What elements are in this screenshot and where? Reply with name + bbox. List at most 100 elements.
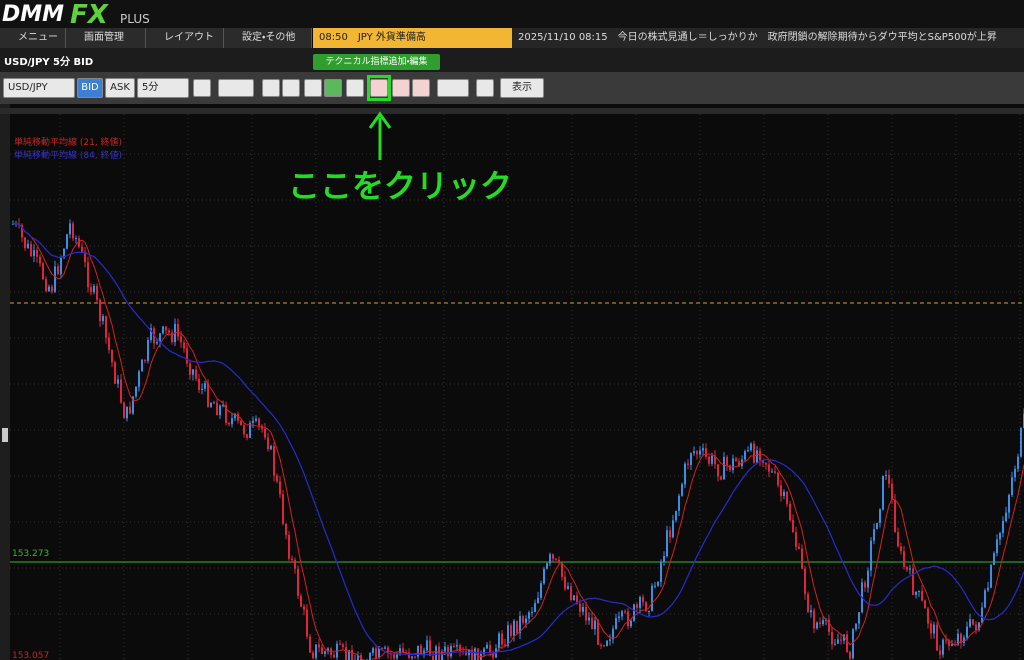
candle-body — [372, 648, 374, 653]
ticker-news[interactable]: 2025/11/10 08:15 今日の株式見通し＝しっかりか 政府閉鎖の解除期… — [512, 28, 1024, 48]
chart-bg — [0, 104, 1024, 660]
candle-body — [771, 471, 773, 473]
candle-body — [558, 559, 560, 563]
candle-body — [231, 418, 233, 425]
symbol-select[interactable]: USD/JPY — [3, 78, 75, 98]
candle-body — [408, 652, 410, 659]
candle-body — [783, 491, 785, 496]
candle-body — [966, 626, 968, 638]
candle-body — [975, 624, 977, 630]
icon-button[interactable] — [412, 79, 430, 97]
candle-body — [921, 590, 923, 601]
draw-button[interactable] — [437, 79, 469, 97]
candle-body — [456, 645, 458, 647]
menu-item[interactable]: メニュー — [0, 28, 66, 48]
candle-body — [636, 604, 638, 608]
logo-edition: PLUS — [120, 12, 150, 26]
candle-body — [621, 611, 623, 617]
candle-body — [420, 645, 422, 655]
candle-body — [1008, 495, 1010, 513]
candle-body — [702, 448, 704, 451]
candle-body — [924, 600, 926, 609]
candle-body — [162, 326, 164, 334]
view-button[interactable]: 表示 — [500, 78, 544, 98]
candle-body — [804, 568, 806, 595]
candle-body — [816, 622, 818, 629]
side-handle[interactable] — [2, 428, 8, 442]
candle-body — [573, 595, 575, 601]
chart-type-button[interactable] — [218, 79, 254, 97]
candle-body — [342, 644, 344, 647]
candle-body — [411, 656, 413, 659]
candle-body — [507, 625, 509, 646]
candle-body — [909, 568, 911, 570]
grid — [10, 114, 1024, 660]
candle-body — [291, 558, 293, 560]
candle-body — [225, 405, 227, 423]
candle-body — [276, 475, 278, 482]
menu-item[interactable]: 画面管理 — [66, 28, 146, 48]
candle-body — [969, 619, 971, 627]
candle-body — [696, 451, 698, 455]
candle-body — [729, 465, 731, 471]
candle-body — [873, 529, 875, 541]
candle-body — [603, 645, 605, 647]
zoom-out-button[interactable] — [282, 79, 300, 97]
candle-body — [135, 386, 137, 397]
candle-body — [483, 648, 485, 654]
candle-body — [357, 655, 359, 660]
candle-body — [954, 644, 956, 646]
candle-body — [693, 451, 695, 454]
chart-header: USD/JPY 5分 BID — [4, 57, 94, 68]
candle-body — [918, 590, 920, 592]
technical-button[interactable] — [370, 79, 388, 97]
candle-body — [447, 646, 449, 657]
menu-item[interactable]: レイアウト — [146, 28, 224, 48]
candle-body — [492, 652, 494, 658]
menu-item[interactable]: 設定・その他 — [224, 28, 312, 48]
chart-header-bar: USD/JPY 5分 BID — [0, 48, 1024, 72]
candle-body — [66, 234, 68, 249]
zoom-in-button[interactable] — [262, 79, 280, 97]
candle-body — [234, 413, 236, 419]
candle-body — [12, 223, 14, 225]
icon-button[interactable] — [346, 79, 364, 97]
candle-body — [111, 350, 113, 363]
candle-body — [756, 450, 758, 463]
candles — [12, 218, 1024, 660]
candle-body — [594, 620, 596, 630]
candle-body — [879, 509, 881, 523]
candle-body — [72, 223, 74, 239]
candle-body — [564, 576, 566, 589]
icon-button[interactable] — [304, 79, 322, 97]
candle-body — [540, 583, 542, 598]
candle-body — [207, 383, 209, 407]
candle-body — [747, 450, 749, 452]
candle-body — [984, 590, 986, 608]
ask-button[interactable]: ASK — [105, 78, 135, 98]
candle-body — [48, 286, 50, 292]
timeframe-select[interactable]: 5分 — [137, 78, 189, 98]
icon-button[interactable] — [193, 79, 211, 97]
candle-body — [426, 640, 428, 651]
candle-body — [948, 640, 950, 646]
icon-button[interactable] — [392, 79, 410, 97]
candle-body — [69, 223, 71, 235]
candle-body — [270, 445, 272, 450]
candle-body — [1002, 520, 1004, 533]
candle-body — [762, 460, 764, 463]
candle-body — [177, 323, 179, 337]
bid-button[interactable]: BID — [77, 78, 103, 98]
top-bar: DMM FX PLUS — [0, 0, 1024, 30]
icon-button[interactable] — [476, 79, 494, 97]
candle-body — [834, 643, 836, 645]
ticker-highlight[interactable]: 08:50 JPY 外貨準備高 — [313, 28, 512, 48]
candle-body — [585, 607, 587, 621]
candle-body — [315, 644, 317, 658]
candle-body — [624, 611, 626, 613]
candle-body — [264, 428, 266, 438]
candle-body — [294, 559, 296, 569]
candle-body — [423, 650, 425, 655]
candle-body — [78, 238, 80, 247]
icon-button[interactable] — [324, 79, 342, 97]
